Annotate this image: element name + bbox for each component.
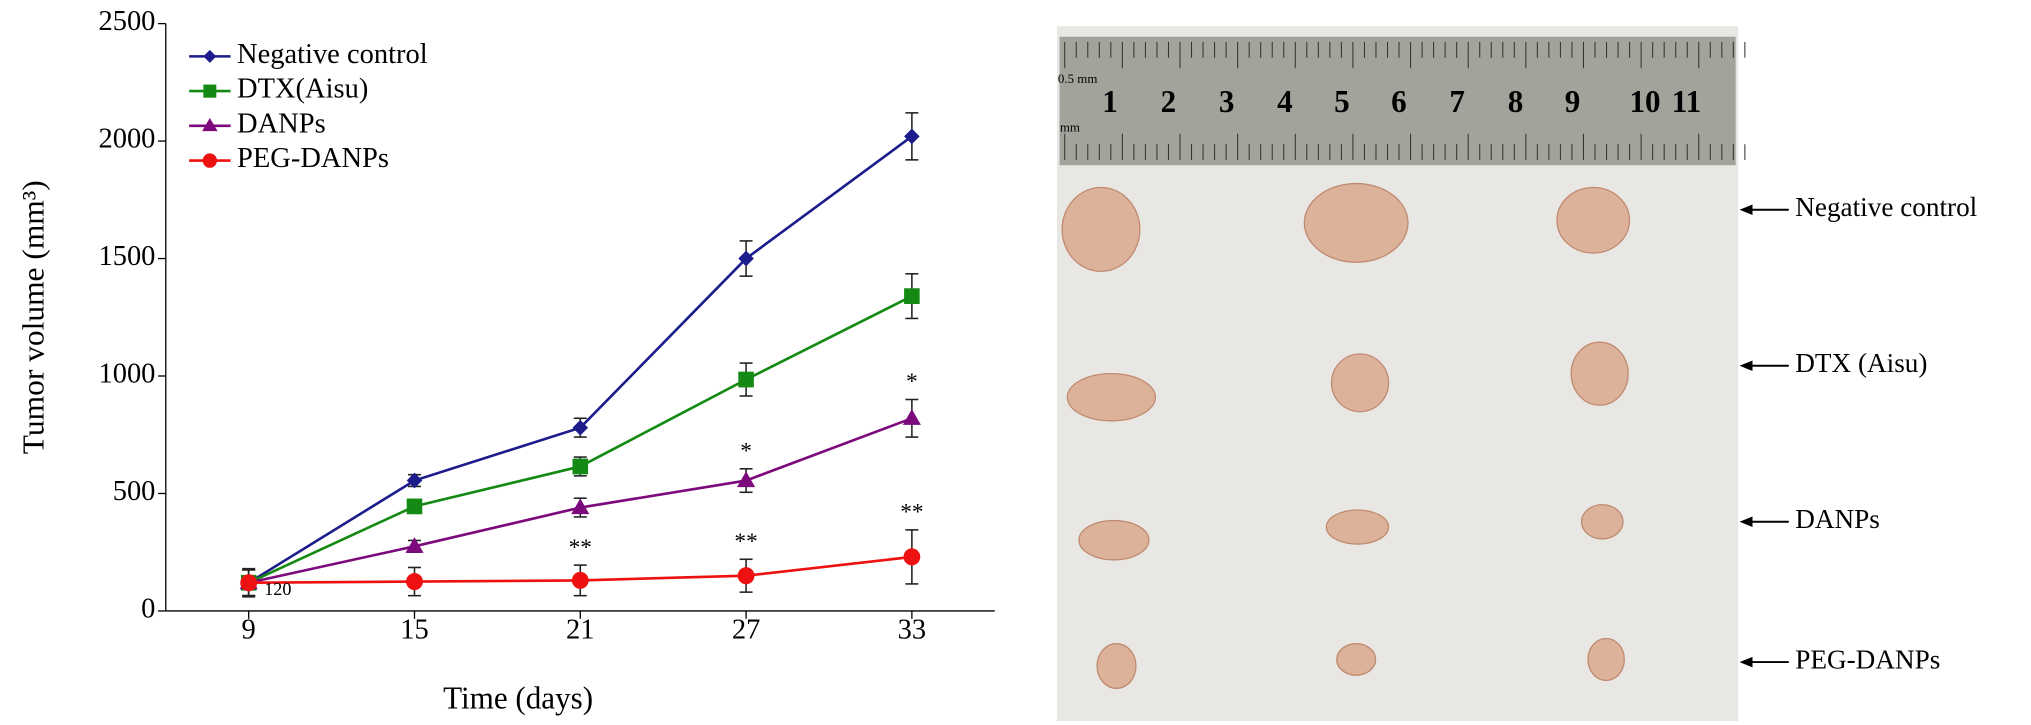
marker xyxy=(240,574,258,592)
y-axis-title: Tumor volume (mm³) xyxy=(16,180,51,454)
ruler-number: 3 xyxy=(1219,84,1235,119)
marker xyxy=(738,371,754,388)
y-tick-label: 1500 xyxy=(98,240,155,272)
ruler-number: 4 xyxy=(1277,84,1293,119)
significance-label: ** xyxy=(734,529,757,555)
photo-label: PEG-DANPs xyxy=(1795,644,1940,674)
tumor xyxy=(1587,637,1625,682)
tumor xyxy=(1096,643,1137,689)
y-tick-label: 2000 xyxy=(98,123,155,155)
marker xyxy=(572,458,589,475)
value-label: 120 xyxy=(264,579,291,599)
significance-label: ** xyxy=(569,535,592,561)
ruler-number: 6 xyxy=(1391,84,1407,119)
ruler-number: 10 xyxy=(1629,84,1660,119)
marker xyxy=(406,498,423,515)
y-tick-label: 500 xyxy=(113,475,156,507)
series: ** xyxy=(239,369,921,597)
tumor xyxy=(1078,519,1150,561)
arrow-head xyxy=(1739,204,1753,216)
y-tick-label: 1000 xyxy=(98,357,155,389)
legend-marker xyxy=(203,84,217,98)
significance-label: * xyxy=(906,369,918,395)
significance-label: ** xyxy=(900,499,923,525)
legend-marker xyxy=(202,117,218,132)
photo-label: DANPs xyxy=(1795,504,1880,534)
legend-label: DTX(Aisu) xyxy=(237,73,368,105)
marker xyxy=(737,471,756,488)
x-tick-label: 15 xyxy=(400,613,428,645)
ruler-unit: mm xyxy=(1060,119,1080,134)
ruler xyxy=(1059,36,1736,166)
tumors xyxy=(1061,182,1631,689)
x-tick-label: 21 xyxy=(566,613,594,645)
marker xyxy=(572,419,589,436)
significance-label: * xyxy=(740,438,752,464)
x-tick-label: 9 xyxy=(242,613,256,645)
legend-label: DANPs xyxy=(237,107,326,139)
marker xyxy=(902,409,921,425)
arrow-head xyxy=(1739,360,1753,372)
marker xyxy=(406,573,423,591)
y-tick-label: 0 xyxy=(141,592,155,624)
marker xyxy=(737,567,755,585)
marker xyxy=(904,288,920,304)
marker xyxy=(406,472,423,489)
tumor xyxy=(1330,353,1390,413)
x-tick-label: 33 xyxy=(898,613,926,645)
x-axis-title: Time (days) xyxy=(443,680,593,715)
photo-panel: 0.5 mm mm 1 2 3 4 5 6 7 8 9 10 11 Negative control DTX… xyxy=(1056,26,1978,722)
series xyxy=(240,112,920,597)
ruler-number: 9 xyxy=(1565,84,1581,119)
marker xyxy=(571,498,590,515)
ruler-number: 7 xyxy=(1449,84,1465,119)
ruler-number: 1 xyxy=(1102,84,1118,119)
tumor xyxy=(1336,643,1377,676)
tumor xyxy=(1061,186,1141,273)
chart: Tumor volume (mm³) Time (days) 0 500 1000 1… xyxy=(16,5,995,716)
arrow-head xyxy=(1739,516,1753,528)
marker xyxy=(738,250,754,267)
legend-label: PEG-DANPs xyxy=(237,142,389,174)
series: 120 ** ** ** xyxy=(240,499,924,599)
marker xyxy=(571,571,589,589)
legend-marker xyxy=(202,153,217,168)
ruler-number: 8 xyxy=(1508,84,1524,119)
tumor xyxy=(1303,182,1409,263)
ruler-unit: 0.5 mm xyxy=(1058,71,1098,86)
ruler-number: 11 xyxy=(1672,84,1701,119)
legend-marker xyxy=(203,49,217,63)
marker xyxy=(903,548,921,566)
photo-label: DTX (Aisu) xyxy=(1795,348,1927,378)
tumor xyxy=(1325,509,1390,545)
tumor xyxy=(1580,504,1624,540)
tumor xyxy=(1556,186,1631,254)
ruler-number: 2 xyxy=(1161,84,1177,119)
photo-label: Negative control xyxy=(1795,192,1977,222)
y-tick-label: 2500 xyxy=(98,5,155,37)
arrow-head xyxy=(1739,656,1753,668)
tumor xyxy=(1066,372,1157,422)
legend-label: Negative control xyxy=(237,38,428,70)
tumor xyxy=(1570,341,1629,406)
ruler-number: 5 xyxy=(1334,84,1350,119)
x-tick-label: 27 xyxy=(732,613,760,645)
marker xyxy=(405,537,424,553)
